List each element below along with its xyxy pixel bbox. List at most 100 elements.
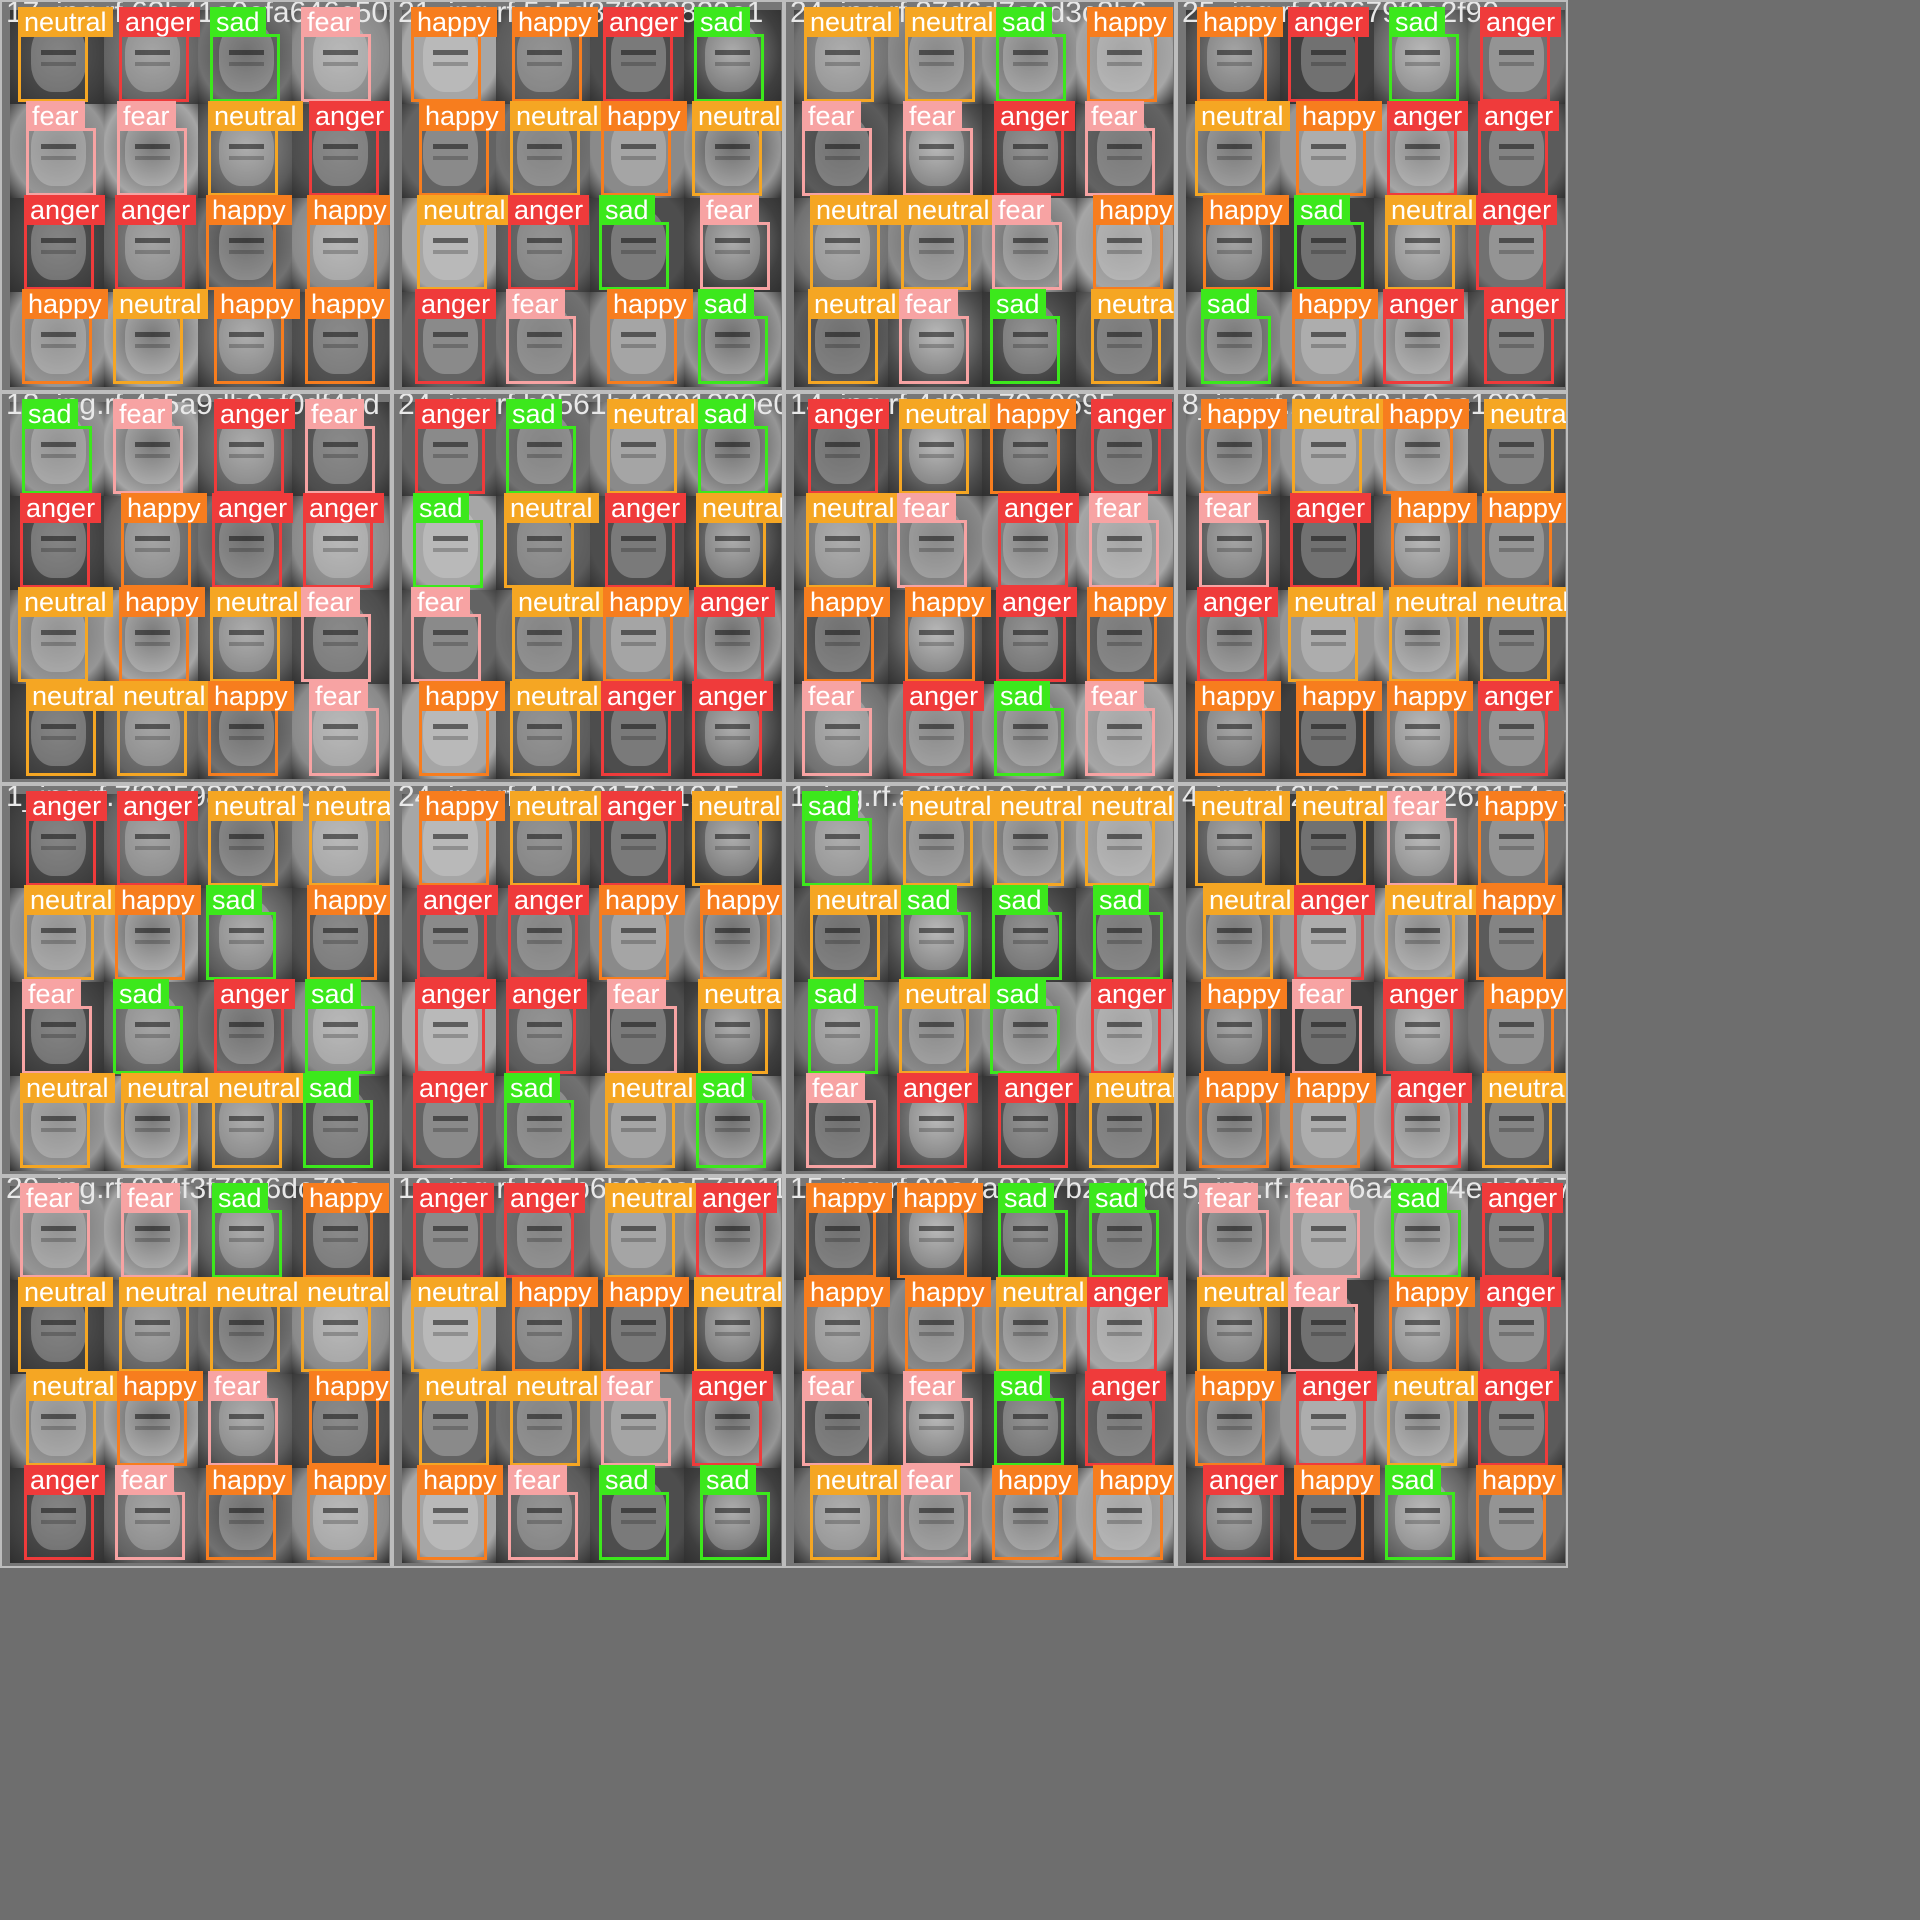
emotion-label: sad bbox=[206, 885, 262, 915]
detection-box: happy bbox=[1201, 399, 1287, 494]
detection-box: anger bbox=[1480, 1277, 1562, 1372]
face-image bbox=[292, 684, 389, 779]
emotion-label: anger bbox=[117, 791, 199, 821]
detection-box: anger bbox=[20, 493, 102, 588]
emotion-label: anger bbox=[696, 1183, 778, 1213]
emotion-label: sad bbox=[303, 1073, 359, 1103]
detection-box: neutral bbox=[901, 195, 996, 290]
detection-box: neutral bbox=[309, 791, 390, 886]
detection-box: neutral bbox=[903, 791, 998, 886]
detection-box: happy bbox=[1087, 7, 1173, 102]
detection-box: neutral bbox=[1484, 399, 1566, 494]
detection-box: happy bbox=[700, 885, 782, 980]
detection-box: neutral bbox=[301, 1277, 390, 1372]
emotion-label: happy bbox=[1201, 399, 1287, 429]
emotion-label: neutral bbox=[903, 791, 998, 821]
emotion-label: happy bbox=[1195, 1371, 1281, 1401]
detection-box: neutral bbox=[1085, 791, 1174, 886]
emotion-label: neutral bbox=[117, 681, 212, 711]
emotion-label: neutral bbox=[510, 681, 605, 711]
detection-box: happy bbox=[1294, 1465, 1380, 1560]
emotion-label: anger bbox=[504, 1183, 586, 1213]
emotion-label: fear bbox=[802, 681, 861, 711]
detection-box: happy bbox=[603, 587, 689, 682]
emotion-label: anger bbox=[1478, 681, 1560, 711]
mosaic-tile: neutral neutral fear happy neutral anger neutr… bbox=[1176, 784, 1568, 1176]
emotion-label: anger bbox=[1294, 885, 1376, 915]
detection-box: neutral bbox=[26, 681, 121, 776]
detection-box: neutral bbox=[905, 7, 1000, 102]
emotion-label: neutral bbox=[692, 791, 782, 821]
emotion-label: sad bbox=[1389, 7, 1445, 37]
emotion-label: anger bbox=[1478, 101, 1560, 131]
detection-box: neutral bbox=[806, 493, 901, 588]
emotion-label: happy bbox=[1093, 195, 1174, 225]
emotion-label: neutral bbox=[605, 1183, 700, 1213]
emotion-label: happy bbox=[206, 1465, 292, 1495]
emotion-label: neutral bbox=[510, 1371, 605, 1401]
emotion-label: anger bbox=[415, 979, 497, 1009]
emotion-label: happy bbox=[117, 1371, 203, 1401]
emotion-label: neutral bbox=[18, 7, 113, 37]
detection-box: happy bbox=[897, 1183, 983, 1278]
emotion-label: fear bbox=[601, 1371, 660, 1401]
detection-box: happy bbox=[512, 7, 598, 102]
emotion-label: neutral bbox=[996, 1277, 1091, 1307]
detection-box: anger bbox=[1091, 979, 1173, 1074]
detection-box: anger bbox=[24, 1465, 106, 1560]
emotion-label: fear bbox=[1085, 681, 1144, 711]
emotion-label: fear bbox=[1085, 101, 1144, 131]
detection-box: happy bbox=[1093, 1465, 1174, 1560]
emotion-label: anger bbox=[415, 399, 497, 429]
emotion-label: sad bbox=[990, 979, 1046, 1009]
detection-box: happy bbox=[119, 587, 205, 682]
emotion-label: neutral bbox=[210, 587, 305, 617]
detection-box: happy bbox=[1482, 493, 1566, 588]
detection-box: neutral bbox=[212, 1073, 307, 1168]
detection-box: sad bbox=[210, 7, 280, 102]
emotion-label: fear bbox=[115, 1465, 174, 1495]
emotion-label: neutral bbox=[698, 979, 782, 1009]
detection-box: anger bbox=[996, 587, 1078, 682]
emotion-label: neutral bbox=[510, 791, 605, 821]
detection-box: happy bbox=[804, 587, 890, 682]
detection-box: neutral bbox=[1482, 1073, 1566, 1168]
detection-box: neutral bbox=[20, 1073, 115, 1168]
detection-box: neutral bbox=[1089, 1073, 1174, 1168]
emotion-label: happy bbox=[419, 101, 505, 131]
emotion-label: happy bbox=[905, 587, 991, 617]
detection-box: anger bbox=[1091, 399, 1173, 494]
detection-box: anger bbox=[214, 979, 296, 1074]
emotion-label: neutral bbox=[212, 1073, 307, 1103]
detection-box: fear bbox=[508, 1465, 578, 1560]
emotion-label: neutral bbox=[411, 1277, 506, 1307]
emotion-label: neutral bbox=[694, 1277, 782, 1307]
emotion-label: happy bbox=[119, 587, 205, 617]
emotion-label: fear bbox=[901, 1465, 960, 1495]
emotion-label: sad bbox=[22, 399, 78, 429]
detection-box: neutral bbox=[113, 289, 208, 384]
detection-box: anger bbox=[1391, 1073, 1473, 1168]
detection-box: fear bbox=[802, 681, 872, 776]
emotion-label: sad bbox=[802, 791, 858, 821]
emotion-label: happy bbox=[208, 681, 294, 711]
detection-box: happy bbox=[806, 1183, 892, 1278]
detection-box: neutral bbox=[1296, 791, 1391, 886]
detection-box: happy bbox=[1087, 587, 1173, 682]
detection-box: sad bbox=[808, 979, 878, 1074]
detection-box: anger bbox=[1387, 101, 1469, 196]
detection-box: neutral bbox=[512, 587, 607, 682]
detection-box: happy bbox=[1387, 681, 1473, 776]
emotion-label: neutral bbox=[208, 101, 303, 131]
detection-box: sad bbox=[1093, 885, 1163, 980]
detection-box: happy bbox=[599, 885, 685, 980]
detection-box: fear bbox=[1089, 493, 1159, 588]
detection-box: anger bbox=[1480, 7, 1562, 102]
emotion-label: happy bbox=[601, 101, 687, 131]
detection-box: neutral bbox=[804, 7, 899, 102]
detection-box: happy bbox=[419, 101, 505, 196]
detection-box: sad bbox=[698, 399, 768, 494]
emotion-label: happy bbox=[115, 885, 201, 915]
emotion-label: anger bbox=[1484, 289, 1566, 319]
detection-box: anger bbox=[903, 681, 985, 776]
